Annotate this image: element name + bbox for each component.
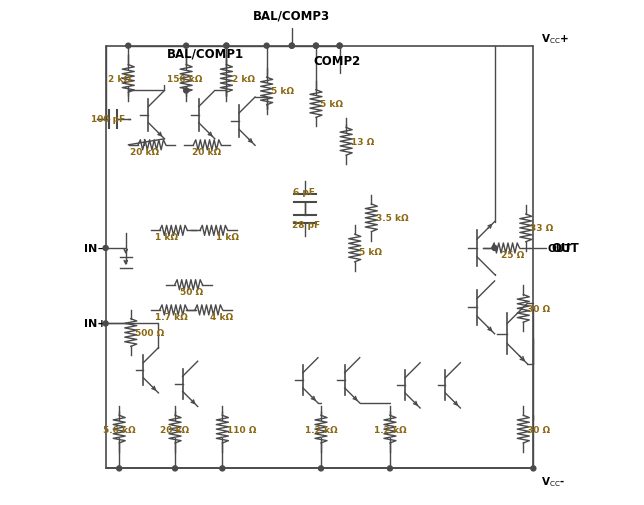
Text: BAL/COMP3: BAL/COMP3 [253,10,330,23]
Text: 30 Ω: 30 Ω [527,304,551,313]
Circle shape [492,246,497,251]
Text: IN−: IN− [84,243,107,254]
Circle shape [319,466,323,471]
Text: OUT: OUT [547,243,572,254]
Text: 5 kΩ: 5 kΩ [320,100,343,109]
Text: 13 Ω: 13 Ω [351,137,374,146]
Circle shape [337,44,342,49]
Circle shape [103,246,108,251]
Circle shape [184,89,189,94]
Circle shape [314,44,319,49]
Text: 500 Ω: 500 Ω [135,328,164,337]
Circle shape [289,44,294,49]
Circle shape [531,466,536,471]
Text: V$_{\rm CC}$+: V$_{\rm CC}$+ [541,32,569,45]
Text: 5 kΩ: 5 kΩ [359,248,382,257]
Text: 1.2 kΩ: 1.2 kΩ [305,425,337,434]
Text: 4 kΩ: 4 kΩ [211,312,233,321]
Text: 2 kΩ: 2 kΩ [232,75,256,84]
Text: 5.6 kΩ: 5.6 kΩ [103,425,136,434]
Text: 28 pF: 28 pF [292,220,320,229]
Text: 25 Ω: 25 Ω [500,250,524,260]
Text: 6 pF: 6 pF [293,188,315,197]
Text: 20 kΩ: 20 kΩ [160,425,189,434]
Text: 20 kΩ: 20 kΩ [192,147,222,157]
Text: COMP2: COMP2 [314,55,361,68]
Text: OUT: OUT [551,242,579,255]
Circle shape [126,44,131,49]
Text: 1.2 kΩ: 1.2 kΩ [374,425,406,434]
Circle shape [388,466,392,471]
Circle shape [224,44,229,49]
Text: 33 Ω: 33 Ω [530,224,553,233]
Circle shape [220,466,225,471]
Text: 20 kΩ: 20 kΩ [130,147,159,157]
Text: 3.5 kΩ: 3.5 kΩ [376,214,408,223]
Text: 5 kΩ: 5 kΩ [270,87,294,96]
Text: 2 kΩ: 2 kΩ [108,75,131,84]
Circle shape [173,466,178,471]
Text: 50 Ω: 50 Ω [180,287,204,296]
Circle shape [337,44,342,49]
Circle shape [117,466,122,471]
Text: 150 kΩ: 150 kΩ [167,75,202,84]
Text: 1 kΩ: 1 kΩ [155,233,178,242]
Text: 1.7 kΩ: 1.7 kΩ [155,312,187,321]
Circle shape [314,44,319,49]
Text: 30 Ω: 30 Ω [527,425,551,434]
Circle shape [289,44,294,49]
Circle shape [103,321,108,326]
Text: V$_{\rm CC}$-: V$_{\rm CC}$- [541,475,565,488]
Circle shape [184,44,189,49]
Text: BAL/COMP1: BAL/COMP1 [167,47,244,61]
Text: 100 pF: 100 pF [91,115,125,124]
Text: 110 Ω: 110 Ω [227,425,257,434]
Text: IN+: IN+ [84,319,107,329]
Circle shape [224,44,229,49]
Circle shape [264,44,269,49]
Text: 1 kΩ: 1 kΩ [216,233,240,242]
